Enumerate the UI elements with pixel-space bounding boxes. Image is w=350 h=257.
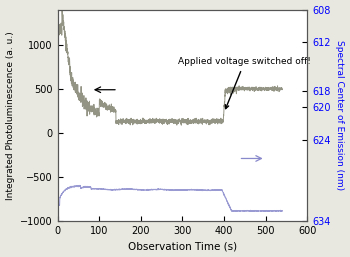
Y-axis label: Integrated Photoluminescence (a. u.): Integrated Photoluminescence (a. u.) (6, 31, 15, 200)
Text: Applied voltage switched off!: Applied voltage switched off! (178, 57, 311, 109)
X-axis label: Observation Time (s): Observation Time (s) (128, 241, 237, 251)
Y-axis label: Spectral Center of Emission (nm): Spectral Center of Emission (nm) (335, 40, 344, 190)
